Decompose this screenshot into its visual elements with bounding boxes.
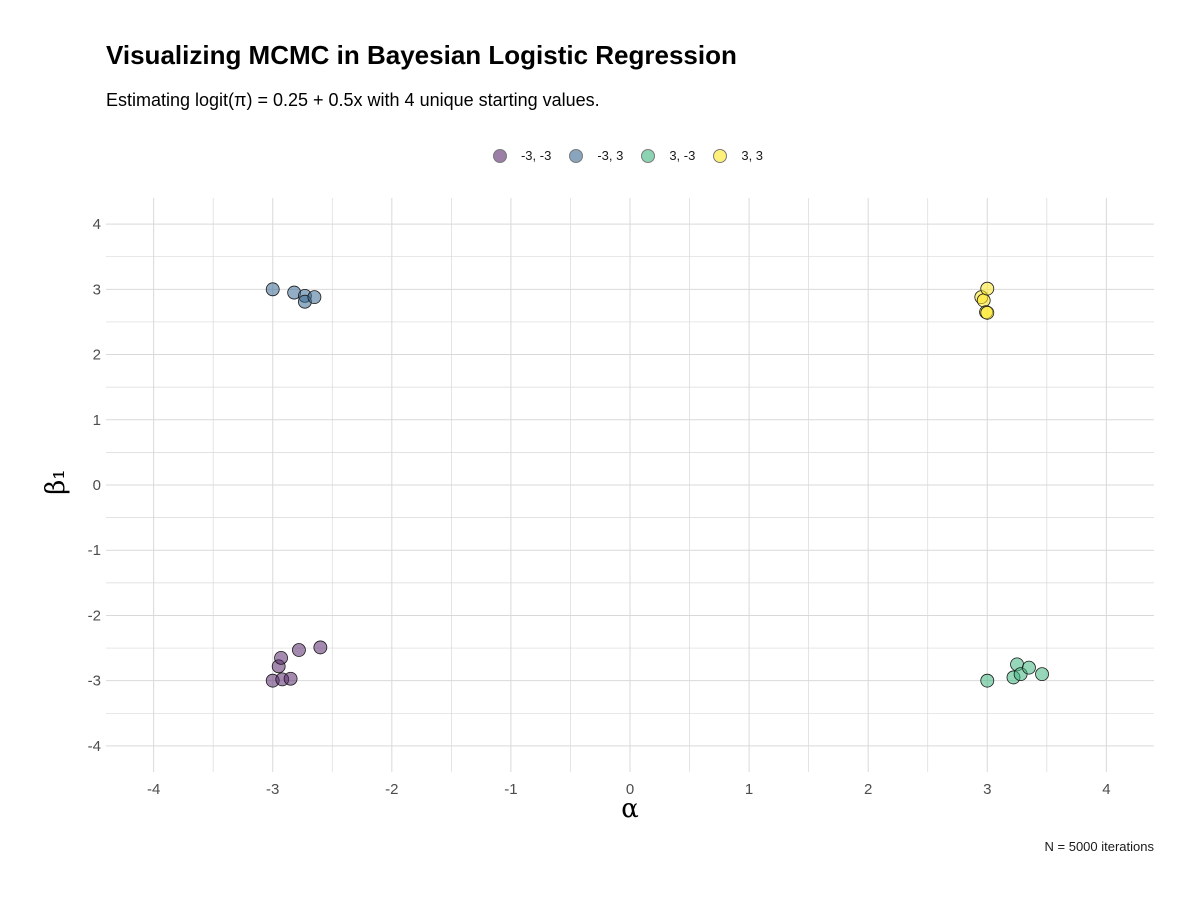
x-tick-label: 1 (745, 781, 753, 798)
data-point-series-3 (1022, 660, 1036, 675)
y-tick-label: 3 (93, 281, 101, 298)
x-tick-label: 4 (1102, 781, 1110, 798)
data-point-series-1 (274, 650, 288, 665)
x-tick-label: 3 (983, 781, 991, 798)
x-tick-label: -1 (504, 781, 517, 798)
y-tick-label: -3 (88, 673, 101, 690)
x-tick-label: 2 (864, 781, 872, 798)
legend-item: 3, -3 (641, 148, 699, 163)
data-point-series-2 (265, 282, 280, 297)
data-point-series-2 (307, 290, 322, 305)
data-point-series-3 (1035, 667, 1049, 682)
data-point-series-1 (292, 643, 306, 657)
data-point-series-1 (283, 671, 298, 686)
y-axis-label: β₁ (41, 469, 71, 494)
legend-item: 3, 3 (713, 148, 767, 163)
legend: -3, -3 -3, 3 3, -3 3, 3 (0, 148, 1200, 163)
legend-item: -3, 3 (569, 148, 627, 163)
legend-label: -3, -3 (520, 148, 552, 163)
legend-key (492, 148, 507, 163)
x-axis-label: α (621, 794, 639, 824)
caption: N = 5000 iterations (1044, 839, 1154, 854)
legend-item: -3, -3 (492, 148, 555, 163)
y-tick-label: 4 (93, 216, 101, 233)
data-point-series-3 (980, 673, 995, 688)
chart-subtitle: Estimating logit(π) = 0.25 + 0.5x with 4… (106, 90, 600, 110)
legend-label: 3, 3 (741, 148, 764, 163)
x-tick-label: 0 (626, 781, 634, 798)
y-tick-label: 1 (93, 412, 101, 429)
legend-label: 3, -3 (669, 148, 696, 163)
legend-label: -3, 3 (597, 148, 624, 163)
y-tick-label: 0 (93, 477, 101, 494)
y-tick-label: -4 (88, 738, 101, 755)
legend-key (713, 148, 728, 163)
data-point-series-1 (313, 640, 328, 655)
data-point-series-4 (980, 281, 995, 296)
y-tick-label: -1 (88, 542, 101, 559)
chart-title: Visualizing MCMC in Bayesian Logistic Re… (106, 40, 737, 70)
data-point-series-4 (980, 305, 995, 320)
data-point-series-4 (976, 293, 991, 308)
x-tick-label: -4 (147, 781, 160, 798)
x-tick-label: -2 (385, 781, 398, 798)
y-tick-label: 2 (93, 347, 101, 364)
legend-key (569, 148, 584, 163)
y-tick-label: -2 (88, 607, 101, 624)
legend-key (641, 148, 656, 163)
x-tick-label: -3 (266, 781, 279, 798)
